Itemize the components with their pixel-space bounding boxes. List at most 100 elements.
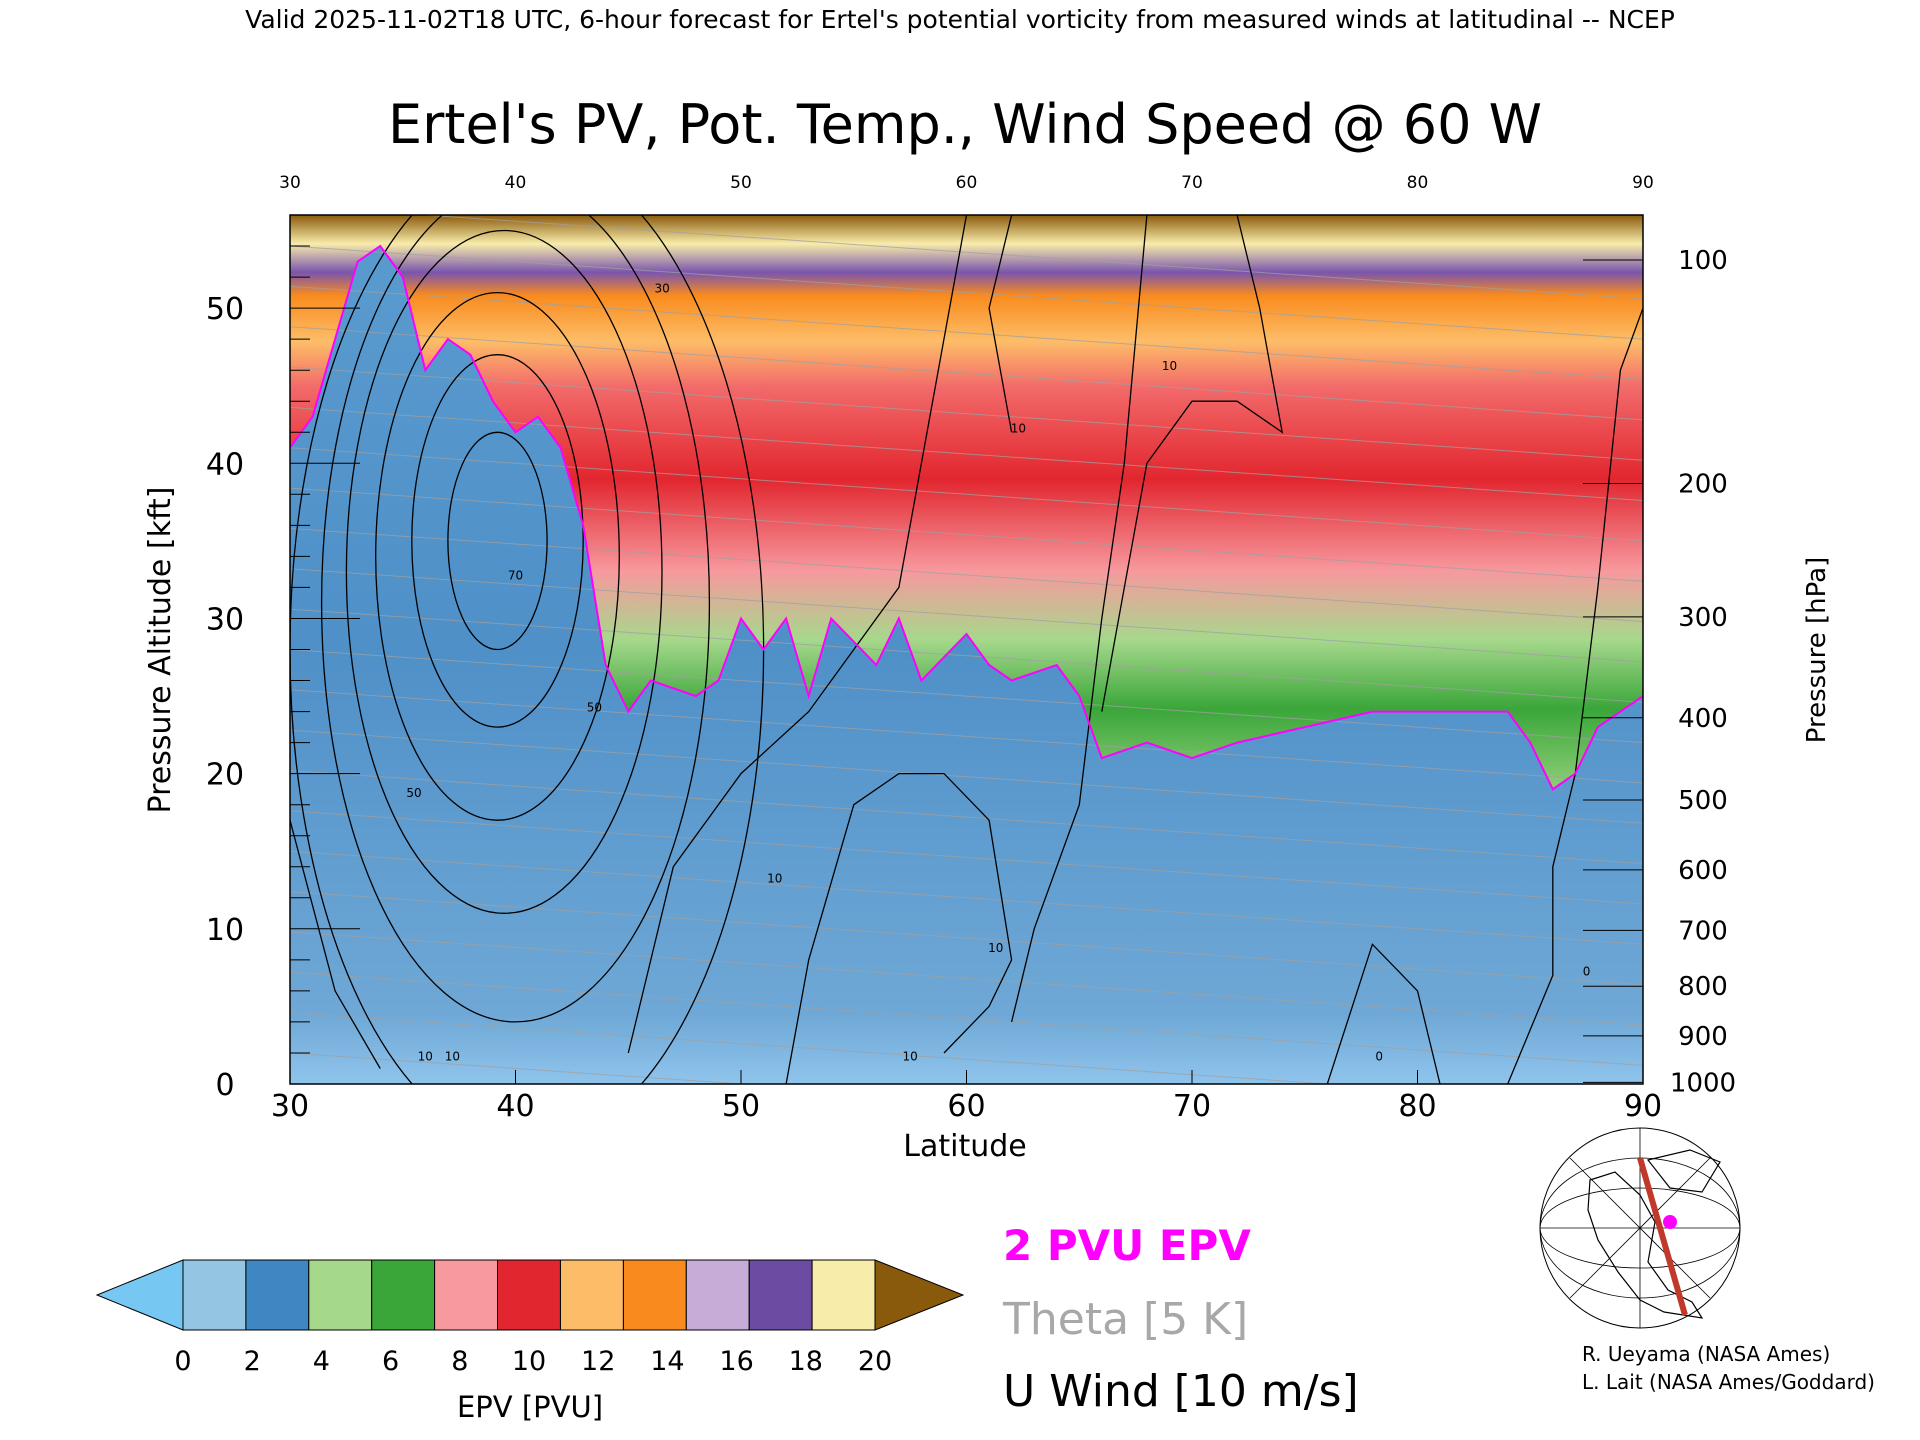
- theta-contour: [290, 568, 1643, 663]
- map-section-line: [1637, 1157, 1688, 1316]
- theta-contour: [290, 810, 1643, 905]
- theta-contour: [290, 1012, 1643, 1084]
- wind-contour-label: 30: [654, 282, 669, 296]
- wind-contour-label: 10: [1011, 421, 1026, 435]
- colorbar-tick-label: 16: [719, 1346, 753, 1377]
- colorbar: 0 2 4 6 8 10 12 14 16 18 20: [95, 1259, 965, 1377]
- wind-contour: [321, 215, 710, 1023]
- wind-contour-label: 10: [767, 871, 782, 885]
- credit-line-1: R. Ueyama (NASA Ames): [1582, 1342, 1831, 1366]
- theta-contour: [290, 931, 1643, 1026]
- x-tick-label: 80: [1398, 1089, 1436, 1124]
- pressure-tick-label: 300: [1678, 603, 1728, 633]
- wind-contour-label: 10: [418, 1050, 433, 1064]
- wind-contour: [785, 772, 1013, 1084]
- colorbar-segment: [182, 1259, 247, 1331]
- theta-contour: [290, 487, 1643, 582]
- x-top-tick-label: 90: [1632, 173, 1654, 193]
- left-axis-ticks: 0 10 20 30 40 50: [206, 214, 360, 1103]
- x-axis-ticks: 30 40 50 60 70 80 90: [271, 1070, 1662, 1124]
- wind-contour: [447, 431, 548, 651]
- pressure-tick-label: 400: [1678, 704, 1728, 734]
- legend-2pvu: 2 PVU EPV: [1003, 1221, 1251, 1270]
- y-tick-label: 10: [206, 913, 244, 948]
- colorbar-tick-label: 18: [789, 1346, 823, 1377]
- colorbar-segment: [685, 1259, 750, 1331]
- theta-contour: [290, 891, 1643, 986]
- pressure-tick-label: 800: [1678, 972, 1728, 1002]
- theta-contour: [290, 1052, 1643, 1084]
- wind-contour-labels: 70 50 50 10 10 10 10 10 10 10 30 0 0: [406, 282, 1590, 1064]
- y-tick-label: 40: [206, 447, 244, 482]
- colorbar-under-arrow: [95, 1259, 184, 1331]
- theta-contour: [290, 528, 1643, 623]
- theta-contour: [290, 326, 1643, 421]
- theta-contour: [290, 689, 1643, 784]
- colorbar-segment: [748, 1259, 813, 1331]
- theta-contour: [290, 649, 1643, 744]
- colorbar-tick-label: 6: [382, 1346, 399, 1377]
- map-meridian: [1569, 1157, 1711, 1299]
- x-top-tick-label: 70: [1181, 173, 1203, 193]
- x-tick-label: 50: [722, 1089, 760, 1124]
- colorbar-segment: [371, 1259, 436, 1331]
- x-tick-label: 40: [496, 1089, 534, 1124]
- colorbar-tick-label: 0: [174, 1346, 191, 1377]
- pressure-tick-label: 1000: [1670, 1068, 1736, 1098]
- locator-map: [1539, 1127, 1741, 1329]
- pressure-tick-label: 100: [1678, 246, 1728, 276]
- theta-contour: [290, 608, 1643, 703]
- pressure-tick-label: 700: [1678, 916, 1728, 946]
- wind-contour: [988, 215, 1013, 433]
- wind-contour: [627, 215, 968, 1054]
- pressure-tick-label: 500: [1678, 786, 1728, 816]
- theta-contour: [290, 215, 1643, 300]
- plot-area: 70 50 50 10 10 10 10 10 10 10 30 0 0: [290, 215, 1643, 1084]
- wind-contour-label: 0: [1375, 1050, 1383, 1064]
- wind-contour: [411, 354, 584, 728]
- x-top-tick-label: 60: [956, 173, 978, 193]
- x-tick-label: 30: [271, 1089, 309, 1124]
- y-axis-right-label: Pressure [hPa]: [1802, 557, 1832, 744]
- x-axis-top-ticks: 30 40 50 60 70 80 90: [279, 173, 1654, 193]
- colorbar-tick-label: 20: [858, 1346, 892, 1377]
- right-axis-ticks: 100 200 300 400 500 600 700 800 900 1000: [1583, 246, 1736, 1098]
- pressure-tick-label: 200: [1678, 470, 1728, 500]
- legend-u-wind: U Wind [10 m/s]: [1003, 1366, 1359, 1417]
- y-tick-label: 20: [206, 758, 244, 793]
- colorbar-segment: [308, 1259, 373, 1331]
- x-tick-label: 60: [947, 1089, 985, 1124]
- wind-contour-label: 10: [902, 1050, 917, 1064]
- theta-contour: [290, 447, 1643, 542]
- credit-line-2: L. Lait (NASA Ames/Goddard): [1582, 1370, 1875, 1394]
- theta-contour: [290, 850, 1643, 945]
- colorbar-segment: [811, 1259, 876, 1331]
- colorbar-segment: [622, 1259, 687, 1331]
- wind-contour-label: 70: [508, 569, 523, 583]
- stratosphere-fill: [290, 215, 1643, 790]
- wind-contour-label: 0: [1583, 964, 1591, 978]
- colorbar-tick-label: 2: [244, 1346, 261, 1377]
- colorbar-tick-label: 14: [650, 1346, 684, 1377]
- wind-contour: [1010, 215, 1148, 1023]
- tropopause-2pvu-line: [290, 244, 1643, 791]
- colorbar-segment: [560, 1259, 624, 1331]
- wind-contour-label: 50: [587, 701, 602, 715]
- theta-contour: [290, 729, 1643, 824]
- colorbar-label: EPV [PVU]: [457, 1390, 603, 1424]
- x-axis-label: Latitude: [903, 1129, 1026, 1164]
- colorbar-tick-label: 4: [313, 1346, 330, 1377]
- wind-contour-label: 10: [1162, 359, 1177, 373]
- wind-contour: [1101, 215, 1284, 712]
- colorbar-tick-label: 8: [451, 1346, 468, 1377]
- theta-contour: [290, 406, 1643, 501]
- x-tick-label: 70: [1173, 1089, 1211, 1124]
- x-top-tick-label: 80: [1407, 173, 1429, 193]
- x-top-tick-label: 30: [279, 173, 301, 193]
- theta-contours: [290, 215, 1643, 1084]
- y-tick-label: 30: [206, 603, 244, 638]
- theta-contour: [290, 971, 1643, 1066]
- colorbar-segment: [434, 1259, 499, 1331]
- theta-contour: [290, 366, 1643, 461]
